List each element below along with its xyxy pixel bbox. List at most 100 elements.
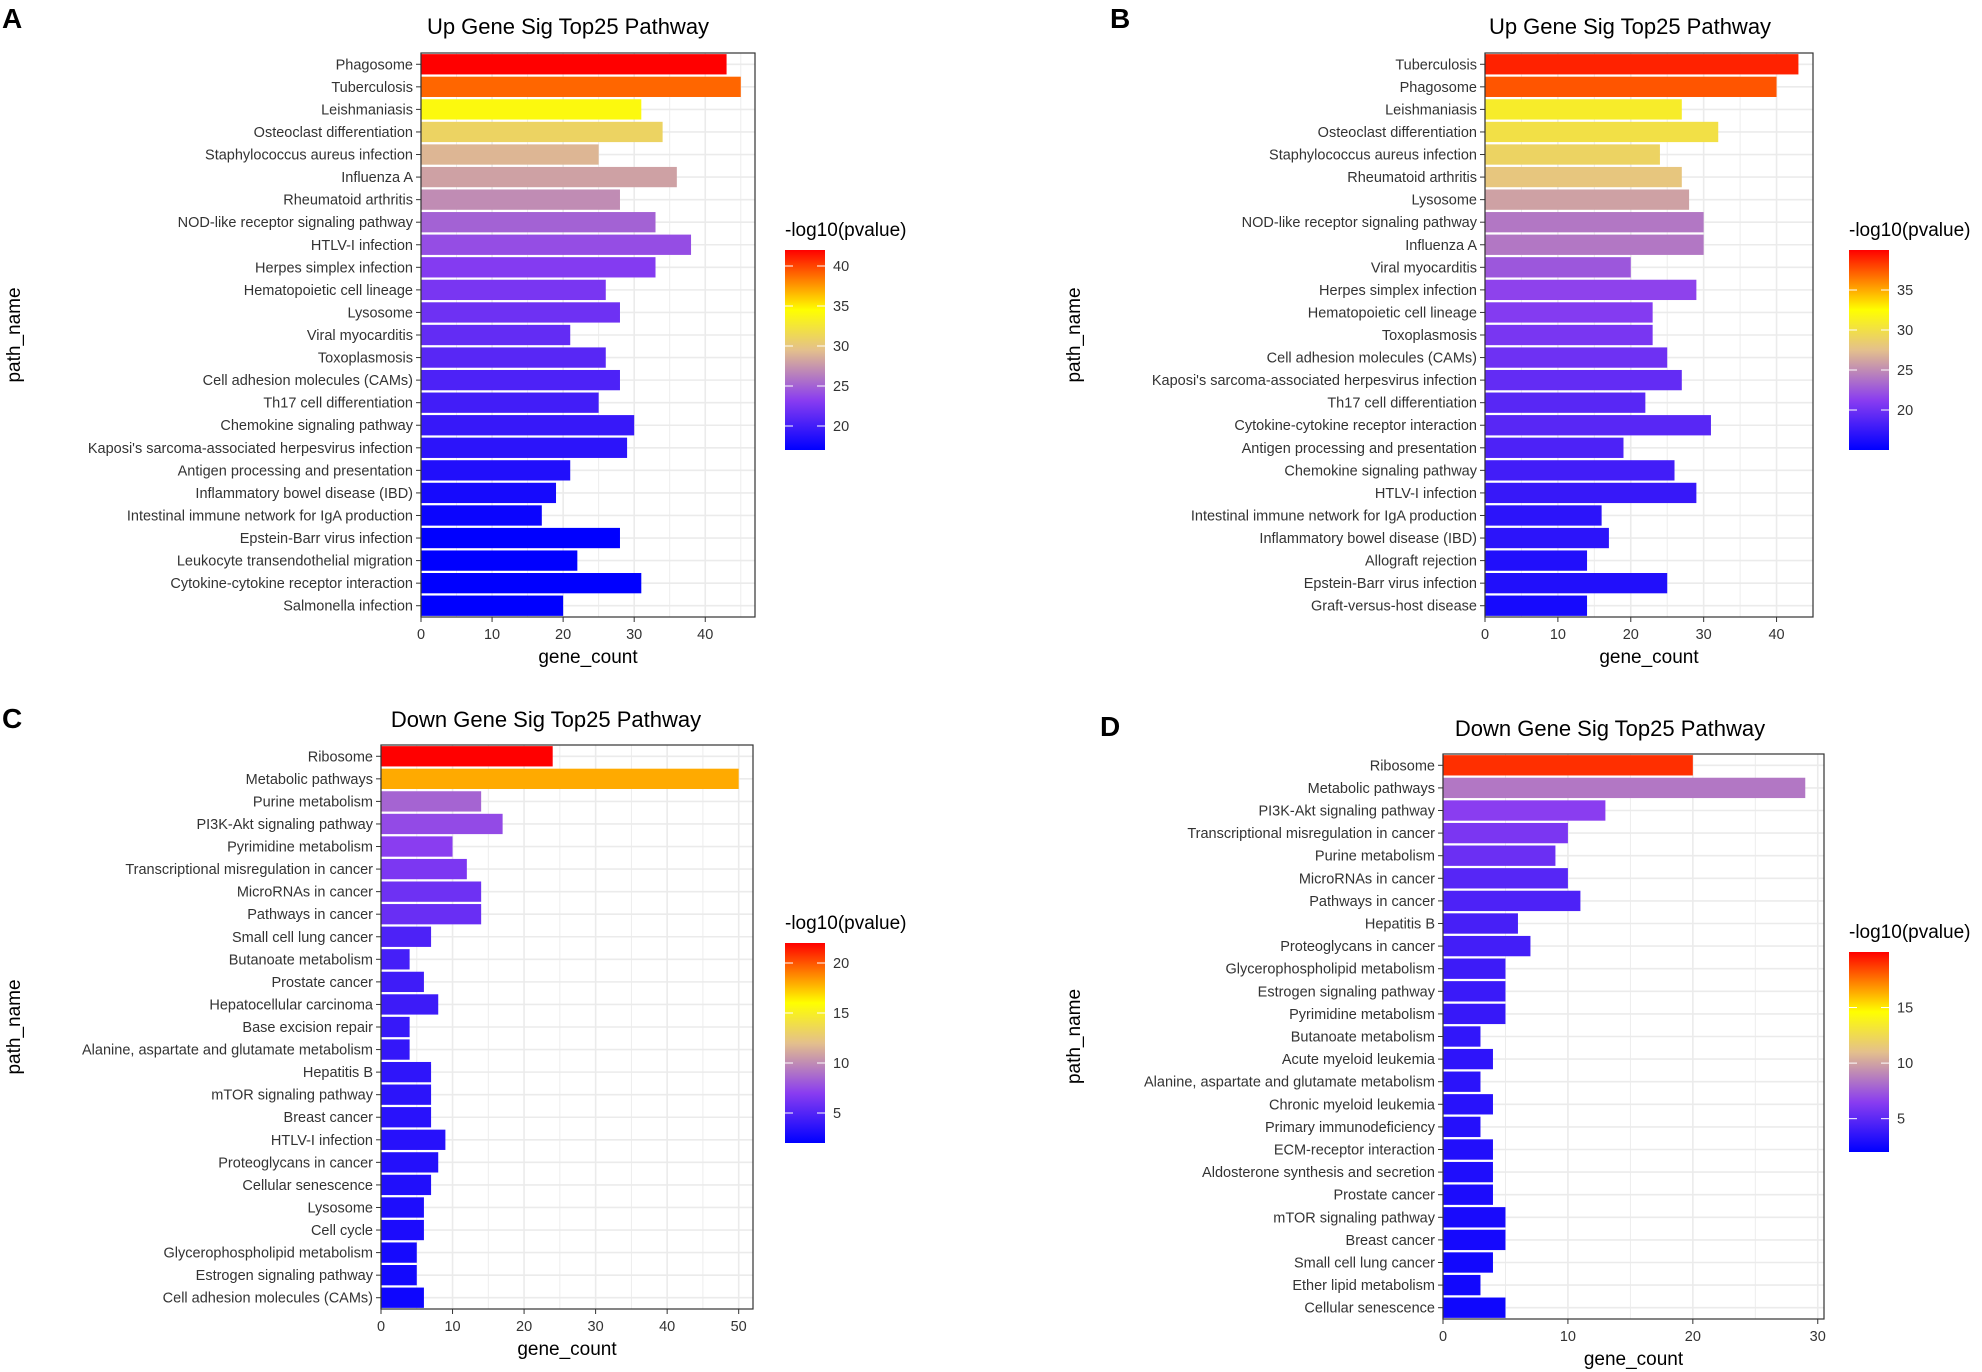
category-label: NOD-like receptor signaling pathway xyxy=(178,215,414,231)
category-label: Antigen processing and presentation xyxy=(178,463,413,479)
x-tick-label: 40 xyxy=(697,627,713,643)
bar xyxy=(1485,279,1697,301)
category-label: HTLV-I infection xyxy=(311,238,413,254)
bar xyxy=(381,926,432,947)
chart-title: Down Gene Sig Top25 Pathway xyxy=(1455,716,1765,741)
category-label: Butanoate metabolism xyxy=(1291,1030,1435,1046)
bar xyxy=(421,415,635,436)
category-label: MicroRNAs in cancer xyxy=(237,885,373,901)
category-label: Aldosterone synthesis and secretion xyxy=(1202,1165,1435,1181)
category-label: Purine metabolism xyxy=(1315,849,1435,865)
bar xyxy=(381,994,439,1015)
bar xyxy=(421,76,741,97)
bar xyxy=(1443,800,1606,821)
category-label: Allograft rejection xyxy=(1365,554,1477,570)
category-label: Tuberculosis xyxy=(1395,57,1477,73)
bar xyxy=(421,550,578,571)
category-label: Ribosome xyxy=(308,749,373,765)
category-label: Cytokine-cytokine receptor interaction xyxy=(1234,418,1477,434)
bar xyxy=(1443,1048,1493,1070)
y-axis-title: path_name xyxy=(1064,989,1085,1084)
category-label: mTOR signaling pathway xyxy=(211,1088,373,1104)
bar xyxy=(421,302,620,323)
x-tick-label: 30 xyxy=(1696,627,1712,643)
bar xyxy=(1443,1229,1506,1251)
bar xyxy=(421,482,557,504)
x-tick-label: 20 xyxy=(1685,1329,1701,1345)
bar xyxy=(381,1016,410,1038)
bar xyxy=(381,881,482,902)
category-label: Staphylococcus aureus infection xyxy=(1269,148,1477,164)
category-label: Cell cycle xyxy=(311,1223,373,1239)
bar xyxy=(1443,1207,1506,1228)
bar xyxy=(421,505,542,526)
category-label: Graft-versus-host disease xyxy=(1311,599,1477,615)
category-label: Purine metabolism xyxy=(253,794,373,810)
category-label: Staphylococcus aureus infection xyxy=(205,148,413,164)
category-label: PI3K-Akt signaling pathway xyxy=(196,817,373,833)
category-label: Butanoate metabolism xyxy=(229,952,373,968)
x-axis-title: gene_count xyxy=(517,1339,617,1360)
bar xyxy=(381,813,503,835)
bar xyxy=(1443,1297,1506,1318)
bar xyxy=(381,836,453,857)
category-label: Ether lipid metabolism xyxy=(1292,1278,1435,1294)
bar xyxy=(421,99,642,120)
category-label: PI3K-Akt signaling pathway xyxy=(1258,804,1435,820)
bar xyxy=(1443,1252,1493,1273)
category-label: Intestinal immune network for IgA produc… xyxy=(127,508,413,524)
category-label: Proteoglycans in cancer xyxy=(1280,939,1435,955)
bar xyxy=(1485,324,1653,346)
bar xyxy=(381,1084,432,1105)
category-label: Alanine, aspartate and glutamate metabol… xyxy=(1144,1075,1435,1091)
category-label: Base excision repair xyxy=(242,1020,373,1036)
category-label: Metabolic pathways xyxy=(1308,781,1435,797)
category-label: Cellular senescence xyxy=(242,1178,373,1194)
plot-border xyxy=(1442,753,1825,1320)
x-tick-label: 0 xyxy=(377,1319,385,1335)
category-label: Phagosome xyxy=(1400,80,1477,96)
bar xyxy=(1443,935,1531,957)
chart-title: Up Gene Sig Top25 Pathway xyxy=(427,14,709,39)
legend-tick-label: 20 xyxy=(833,956,849,972)
category-label: Pathways in cancer xyxy=(247,907,373,923)
category-label: Influenza A xyxy=(1405,238,1477,254)
bar xyxy=(421,460,571,481)
bar xyxy=(1485,527,1609,549)
bar xyxy=(1443,1274,1481,1296)
legend-tick-label: 25 xyxy=(1897,363,1913,379)
panel-label: C xyxy=(2,703,22,734)
category-label: NOD-like receptor signaling pathway xyxy=(1242,215,1478,231)
category-label: Estrogen signaling pathway xyxy=(1258,984,1436,1000)
category-label: Hematopoietic cell lineage xyxy=(1308,305,1477,321)
category-label: Kaposi's sarcoma-associated herpesvirus … xyxy=(1152,373,1477,389)
x-tick-label: 0 xyxy=(417,627,425,643)
category-label: Breast cancer xyxy=(284,1110,374,1126)
legend-tick-label: 25 xyxy=(833,379,849,395)
category-label: Cellular senescence xyxy=(1304,1301,1435,1317)
x-tick-label: 30 xyxy=(1810,1329,1826,1345)
category-label: Pyrimidine metabolism xyxy=(1289,1007,1435,1023)
y-axis-title: path_name xyxy=(1064,287,1085,382)
category-label: Salmonella infection xyxy=(283,599,413,615)
bar xyxy=(1485,166,1682,188)
bar xyxy=(381,1039,410,1060)
legend-colorbar xyxy=(1849,952,1889,1152)
category-label: Acute myeloid leukemia xyxy=(1282,1052,1436,1068)
category-label: Cytokine-cytokine receptor interaction xyxy=(170,576,413,592)
bar xyxy=(381,1107,432,1128)
category-label: Breast cancer xyxy=(1346,1233,1436,1249)
category-label: Pathways in cancer xyxy=(1309,894,1435,910)
bar xyxy=(1443,1161,1493,1183)
plot-border xyxy=(1484,52,1814,618)
bar xyxy=(1443,777,1806,799)
category-label: MicroRNAs in cancer xyxy=(1299,871,1435,887)
legend-tick-label: 30 xyxy=(1897,323,1913,339)
bar xyxy=(1485,437,1624,458)
category-label: Kaposi's sarcoma-associated herpesvirus … xyxy=(88,441,413,457)
category-label: ECM-receptor interaction xyxy=(1274,1143,1435,1159)
bar xyxy=(1485,415,1711,436)
category-label: Prostate cancer xyxy=(271,975,373,991)
legend-colorbar xyxy=(785,250,825,450)
